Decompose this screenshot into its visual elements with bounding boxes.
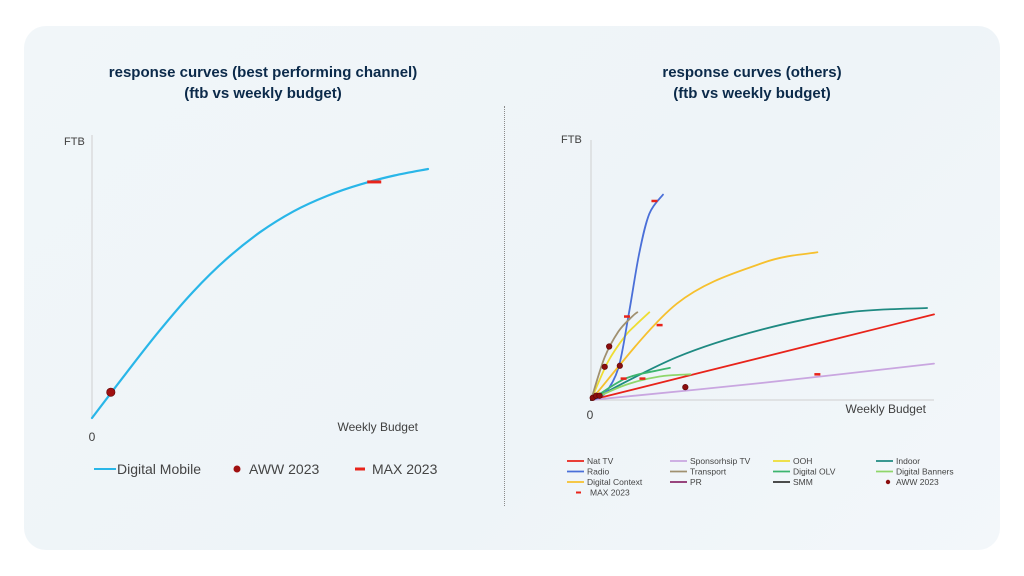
left-legend-aww-2023-swatch — [233, 465, 241, 473]
right-series-digital-olv-line — [590, 367, 671, 401]
right-legend-nat-tv-label: Nat TV — [587, 456, 614, 466]
left-legend-max-2023-label: MAX 2023 — [372, 461, 438, 477]
right-x-axis-label: Weekly Budget — [846, 402, 927, 416]
left-aww-2023-marker — [106, 387, 116, 397]
left-series-digital-mobile-line — [90, 167, 430, 420]
right-max-2023-marker — [639, 377, 646, 380]
right-series-digital-banners-line — [590, 373, 692, 401]
right-aww-2023-marker — [601, 363, 608, 370]
right-legend-sponsorhsip-tv-label: Sponsorhsip TV — [690, 456, 751, 466]
right-series-transport-line — [590, 311, 639, 401]
right-aww-2023-marker — [616, 362, 623, 369]
left-x-axis-label: Weekly Budget — [338, 420, 419, 434]
right-legend-smm-label: SMM — [793, 477, 813, 487]
panel-divider — [504, 106, 505, 506]
right-legend-digital-banners-label: Digital Banners — [896, 467, 954, 477]
right-aww-2023-marker — [606, 343, 613, 350]
right-legend-pr-label: PR — [690, 477, 702, 487]
left-chart-title: response curves (best performing channel… — [24, 62, 502, 104]
right-legend-max-2023-label: MAX 2023 — [590, 488, 630, 498]
right-legend-digital-olv-label: Digital OLV — [793, 467, 836, 477]
right-legend-indoor-label: Indoor — [896, 456, 920, 466]
right-title-line-2: (ftb vs weekly budget) — [673, 85, 831, 102]
chart-card: response curves (best performing channel… — [24, 26, 1000, 550]
left-title-line-2: (ftb vs weekly budget) — [184, 85, 342, 102]
right-x-tick-label: 0 — [587, 408, 594, 422]
right-aww-2023-marker — [596, 392, 603, 399]
right-y-axis-label: FTB — [561, 134, 582, 146]
right-legend-aww-2023-swatch — [885, 479, 891, 485]
right-series-nat-tv-line — [590, 313, 935, 401]
right-title-line-1: response curves (others) — [662, 64, 842, 81]
left-legend-aww-2023-label: AWW 2023 — [249, 461, 319, 477]
right-max-2023-marker — [620, 377, 627, 380]
left-max-2023-marker — [367, 180, 382, 184]
right-legend-radio-label: Radio — [587, 467, 609, 477]
right-max-2023-marker — [656, 323, 663, 327]
right-chart-title: response curves (others) (ftb vs weekly … — [504, 62, 1000, 104]
right-max-2023-marker — [651, 199, 658, 203]
right-panel: response curves (others) (ftb vs weekly … — [504, 26, 1000, 550]
right-aww-2023-marker — [682, 384, 689, 391]
right-legend-max-2023-swatch — [576, 491, 581, 494]
left-title-line-1: response curves (best performing channel… — [108, 64, 418, 81]
left-x-tick-label: 0 — [89, 430, 96, 444]
right-max-2023-marker — [814, 373, 821, 376]
left-legend-digital-mobile-label: Digital Mobile — [117, 461, 201, 477]
right-series-sponsorhsip-tv-line — [590, 362, 935, 401]
right-legend-digital-context-label: Digital Context — [587, 477, 643, 487]
right-series-indoor-line — [590, 307, 928, 401]
left-panel: response curves (best performing channel… — [24, 26, 502, 550]
right-legend-aww-2023-label: AWW 2023 — [896, 477, 939, 487]
left-legend-max-2023-swatch — [355, 467, 365, 471]
right-legend-ooh-label: OOH — [793, 456, 812, 466]
left-y-axis-label: FTB — [64, 136, 85, 148]
right-legend-transport-label: Transport — [690, 467, 727, 477]
right-max-2023-marker — [624, 315, 631, 318]
